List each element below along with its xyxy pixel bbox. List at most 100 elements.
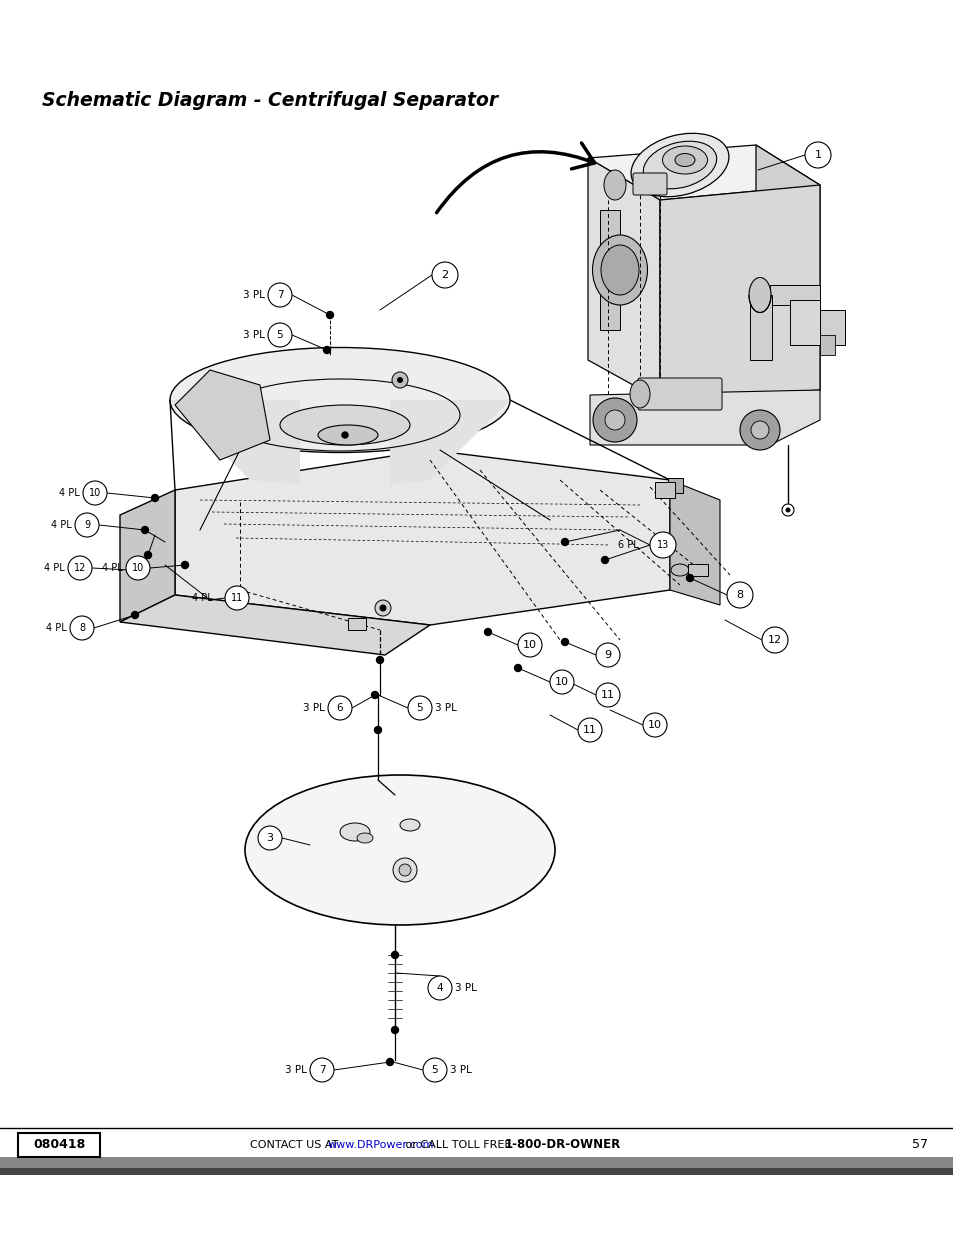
Circle shape [428,976,452,1000]
Bar [0,1168,953,1174]
Text: 3 PL: 3 PL [243,290,265,300]
Bar [789,300,820,345]
Polygon shape [170,400,299,485]
Ellipse shape [661,146,707,174]
Circle shape [686,574,693,582]
FancyArrowPatch shape [436,143,594,212]
Polygon shape [120,595,430,655]
Text: 5: 5 [416,703,423,713]
Polygon shape [659,185,820,400]
Circle shape [225,585,249,610]
Ellipse shape [339,823,370,841]
Polygon shape [669,480,720,605]
Ellipse shape [245,776,555,925]
Polygon shape [589,390,820,445]
Circle shape [761,627,787,653]
Bar [667,478,682,493]
Circle shape [181,562,189,568]
Circle shape [392,372,408,388]
Polygon shape [755,144,820,390]
Circle shape [386,1058,393,1066]
Text: 10: 10 [89,488,101,498]
Circle shape [578,718,601,742]
Text: 3 PL: 3 PL [450,1065,472,1074]
Bar [820,335,834,354]
Circle shape [68,556,91,580]
Circle shape [141,526,149,534]
Ellipse shape [642,141,716,189]
Circle shape [268,283,292,308]
Circle shape [375,600,391,616]
Text: 4 PL: 4 PL [46,622,67,634]
Circle shape [740,410,780,450]
Text: 7: 7 [276,290,283,300]
Polygon shape [390,400,510,485]
Text: 4 PL: 4 PL [59,488,80,498]
Text: 3 PL: 3 PL [435,703,456,713]
Circle shape [144,552,152,558]
FancyBboxPatch shape [348,618,366,630]
Circle shape [432,262,457,288]
Circle shape [781,504,793,516]
Text: 9: 9 [84,520,90,530]
FancyBboxPatch shape [749,295,771,359]
Ellipse shape [670,564,688,576]
Circle shape [604,410,624,430]
Circle shape [152,494,158,501]
Text: 3 PL: 3 PL [243,330,265,340]
Ellipse shape [399,819,419,831]
Circle shape [642,713,666,737]
Circle shape [561,538,568,546]
Text: www.DRPower.com: www.DRPower.com [328,1140,434,1150]
Text: 4 PL: 4 PL [51,520,71,530]
Polygon shape [174,450,669,625]
Circle shape [126,556,150,580]
Ellipse shape [592,235,647,305]
Ellipse shape [280,405,410,445]
Circle shape [310,1058,334,1082]
Text: 4 PL: 4 PL [44,563,65,573]
Circle shape [649,532,676,558]
Text: 8: 8 [79,622,85,634]
Polygon shape [599,210,619,330]
Bar [820,310,844,345]
Circle shape [268,324,292,347]
Circle shape [408,697,432,720]
Circle shape [398,864,411,876]
Circle shape [75,513,99,537]
Polygon shape [587,158,659,400]
Circle shape [83,480,107,505]
Text: 7: 7 [318,1065,325,1074]
Text: 4: 4 [436,983,443,993]
FancyBboxPatch shape [769,285,820,305]
Polygon shape [587,144,820,200]
Circle shape [550,671,574,694]
Text: or CALL TOLL FREE: or CALL TOLL FREE [401,1140,515,1150]
Circle shape [70,616,94,640]
Text: 10: 10 [555,677,568,687]
Polygon shape [174,370,270,459]
Bar [687,564,707,576]
FancyBboxPatch shape [633,173,666,195]
Ellipse shape [600,245,639,295]
Text: 12: 12 [767,635,781,645]
Circle shape [726,582,752,608]
Ellipse shape [317,425,377,445]
Text: 6: 6 [336,703,343,713]
Text: 080418: 080418 [32,1139,85,1151]
Text: 3 PL: 3 PL [303,703,325,713]
Circle shape [517,634,541,657]
Circle shape [601,557,608,563]
Circle shape [375,726,381,734]
Circle shape [804,142,830,168]
Text: 10: 10 [647,720,661,730]
Circle shape [326,311,334,319]
Circle shape [596,683,619,706]
Ellipse shape [170,347,510,452]
Text: 10: 10 [522,640,537,650]
Text: 4 PL: 4 PL [102,563,123,573]
Ellipse shape [629,380,649,408]
Circle shape [750,421,768,438]
Circle shape [379,604,386,611]
Circle shape [393,858,416,882]
